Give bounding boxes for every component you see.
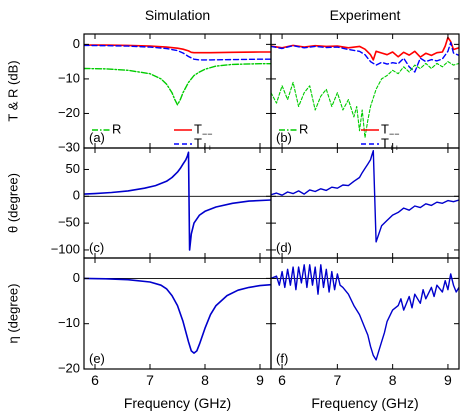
y-tick-label: −10 (58, 70, 80, 85)
y-tick-label: −10 (58, 315, 80, 330)
series-line-T++ (271, 41, 459, 73)
series-line-T++ (84, 44, 271, 61)
legend-label-subscript: −− (389, 129, 400, 139)
x-tick-label: 6 (278, 372, 286, 388)
x-tick-label: 9 (444, 372, 452, 388)
y-tick-label: 0 (73, 188, 80, 203)
panel-a: 0−10−20−30(a)R T−−T++ (58, 33, 272, 154)
series-line-θ (84, 151, 271, 251)
series-line-η (84, 277, 271, 354)
panel-label: (a) (89, 130, 105, 145)
panel-label: (d) (276, 240, 292, 255)
panel-frame (83, 147, 272, 259)
panel-c: 50 0 −50 −100 (c) (51, 147, 272, 259)
y-axis-label-t-and-r: T & R (dB) (5, 60, 20, 121)
panel-grid: 0−10−20−30(a)R T−−T++(b)R T−−T++500−50−100… (51, 33, 460, 388)
series-group (84, 277, 271, 354)
series-group (271, 150, 459, 243)
x-tick-label: 7 (333, 372, 341, 388)
y-tick-label: 0 (73, 36, 80, 51)
panel-label: (b) (276, 130, 292, 145)
legend-label-r: R (299, 121, 308, 136)
panel-frame (83, 257, 272, 370)
series-line-R (84, 63, 271, 106)
panel-label: (e) (89, 351, 105, 366)
legend-label-subscript: −− (202, 129, 213, 139)
x-tick-label: 7 (146, 372, 154, 388)
series-group (84, 44, 271, 106)
y-tick-label: −30 (58, 139, 80, 154)
panel-label: (c) (89, 240, 104, 255)
y-axis-label-eta: η (degree) (5, 284, 20, 344)
panel-d: (d) (270, 147, 460, 259)
panel-e: 6 7 8 9 0 −10 −20 (e) (58, 257, 272, 388)
series-group (271, 36, 459, 139)
x-axis-labels: Frequency (GHz) Frequency (GHz) (124, 395, 419, 411)
y-tick-label: 0 (73, 270, 80, 285)
column-title-simulation: Simulation (145, 7, 210, 23)
y-tick-label: −100 (51, 241, 80, 256)
series-line-η (271, 264, 459, 361)
x-tick-label: 8 (389, 372, 397, 388)
y-axis-label-theta: θ (degree) (5, 173, 20, 233)
panel-f: 6 7 8 9 (f) (270, 257, 460, 388)
row-y-labels: T & R (dB) θ (degree) η (degree) (5, 60, 20, 343)
x-tick-label: 9 (256, 372, 264, 388)
series-line-T−− (84, 44, 271, 54)
series-line-θ (271, 150, 459, 243)
y-tick-label: −20 (58, 105, 80, 120)
series-line-R (271, 61, 459, 139)
panel-b: (b)R T−−T++ (270, 33, 460, 153)
y-tick-label: 50 (66, 161, 80, 176)
series-group (271, 264, 459, 361)
panel-frame (270, 257, 460, 370)
column-titles: Simulation Experiment (145, 7, 401, 23)
panel-frame (270, 147, 460, 259)
column-title-experiment: Experiment (330, 7, 401, 23)
x-axis-label-left: Frequency (GHz) (124, 395, 231, 411)
y-tick-label: −20 (58, 360, 80, 375)
legend-label-r: R (112, 121, 121, 136)
x-tick-label: 6 (91, 372, 99, 388)
x-tick-label: 8 (201, 372, 209, 388)
series-group (84, 151, 271, 251)
series-line-T−− (271, 36, 459, 61)
y-tick-label: −50 (58, 215, 80, 230)
x-axis-label-right: Frequency (GHz) (311, 395, 418, 411)
panel-label: (f) (276, 351, 288, 366)
